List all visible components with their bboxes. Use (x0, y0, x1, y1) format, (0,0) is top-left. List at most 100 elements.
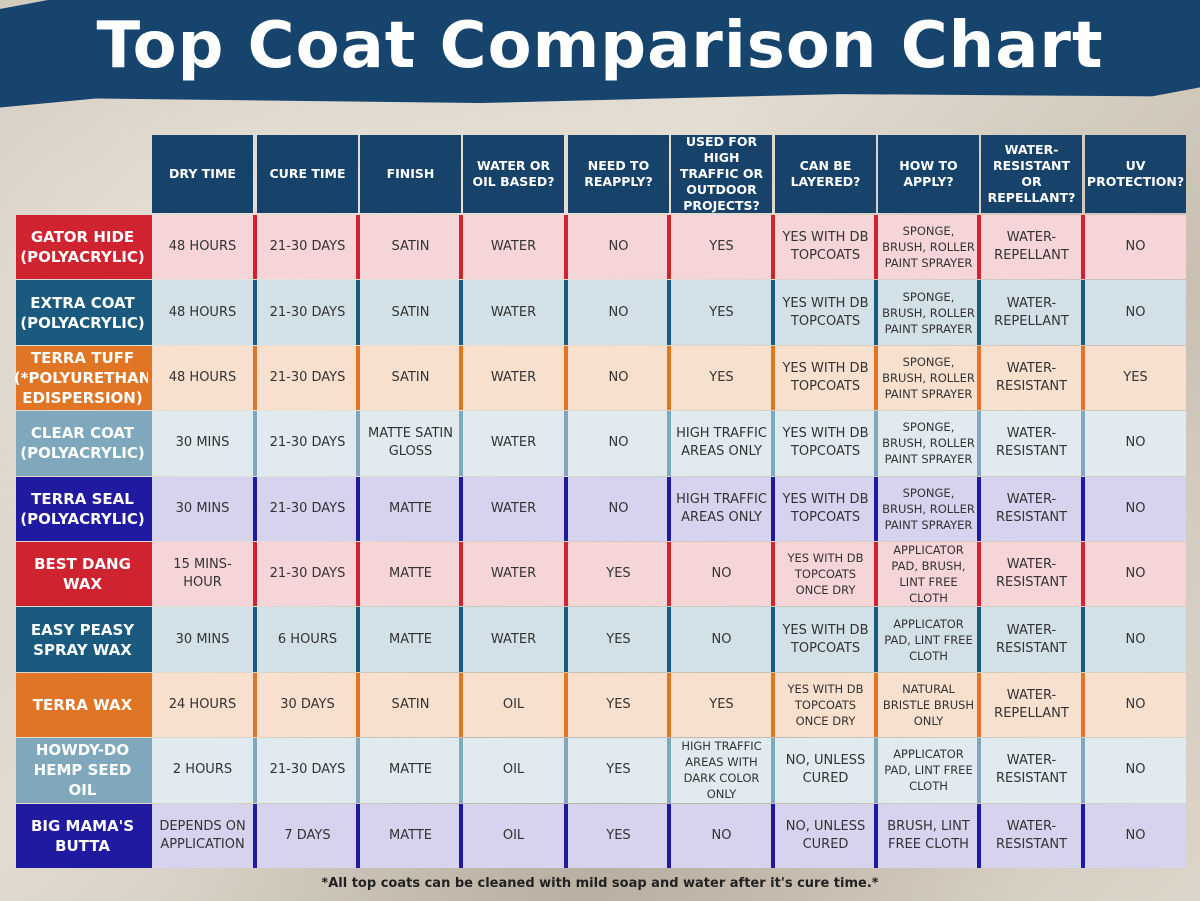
table-cell: YES (568, 607, 669, 672)
column-divider (874, 542, 878, 607)
table-cell: NO (568, 476, 669, 541)
table-cell: 21-30 DAYS (257, 411, 358, 476)
column-divider (977, 738, 981, 803)
column-divider (874, 280, 878, 345)
column-divider (977, 542, 981, 607)
column-header: CURE TIME (257, 135, 358, 213)
column-divider (977, 345, 981, 411)
table-cell: WATER (463, 411, 564, 476)
column-divider (459, 607, 463, 672)
column-divider (148, 738, 152, 803)
table-cell: YES (568, 542, 669, 607)
column-divider (771, 607, 775, 672)
table-cell: SATIN (360, 280, 461, 345)
table-cell: YES (568, 672, 669, 738)
table-cell: 30 MINS (152, 411, 253, 476)
column-divider (253, 215, 257, 280)
column-header: USED FOR HIGH TRAFFIC OR OUTDOOR PROJECT… (671, 134, 772, 213)
column-divider (148, 280, 152, 345)
table-cell: YES WITH DB TOPCOATS ONCE DRY (775, 672, 876, 738)
table-cell: WATER (463, 280, 564, 345)
column-divider (564, 803, 568, 868)
table-cell: WATER (463, 215, 564, 280)
column-divider (564, 476, 568, 541)
column-divider (667, 607, 671, 672)
table-cell: WATER (463, 476, 564, 541)
table-cell: HIGH TRAFFIC AREAS ONLY (671, 476, 772, 541)
table-cell: WATER-RESISTANT (981, 738, 1082, 803)
table-cell: 21-30 DAYS (257, 215, 358, 280)
column-divider (667, 280, 671, 345)
table-cell: 6 HOURS (257, 607, 358, 672)
table-cell: WATER-REPELLANT (981, 280, 1082, 345)
product-name: CLEAR COAT (POLYACRYLIC) (16, 411, 149, 476)
column-header: HOW TO APPLY? (878, 135, 979, 213)
column-divider (253, 280, 257, 345)
table-cell: SPONGE, BRUSH, ROLLER PAINT SPRAYER (878, 345, 979, 411)
table-cell: OIL (463, 672, 564, 738)
column-divider (1081, 738, 1085, 803)
table-cell: SPONGE, BRUSH, ROLLER PAINT SPRAYER (878, 476, 979, 541)
table-cell: SPONGE, BRUSH, ROLLER PAINT SPRAYER (878, 411, 979, 476)
product-name: BEST DANG WAX (16, 542, 149, 607)
column-divider (564, 738, 568, 803)
column-divider (771, 476, 775, 541)
column-divider (977, 411, 981, 476)
table-cell: 2 HOURS (152, 738, 253, 803)
table-cell: SPONGE, BRUSH, ROLLER PAINT SPRAYER (878, 280, 979, 345)
table-cell: 48 HOURS (152, 345, 253, 411)
table-cell: NO (1085, 542, 1186, 607)
column-divider (356, 476, 360, 541)
table-cell: WATER-RESISTANT (981, 411, 1082, 476)
table-cell: OIL (463, 738, 564, 803)
column-divider (253, 411, 257, 476)
table-cell: YES WITH DB TOPCOATS (775, 607, 876, 672)
table-cell: MATTE SATIN GLOSS (360, 411, 461, 476)
table-cell: WATER-RESISTANT (981, 803, 1082, 868)
column-divider (1081, 215, 1085, 280)
column-divider (771, 672, 775, 738)
table-cell: NO (671, 607, 772, 672)
column-divider (148, 411, 152, 476)
column-divider (459, 476, 463, 541)
column-divider (356, 542, 360, 607)
column-divider (459, 803, 463, 868)
table-cell: NO (568, 215, 669, 280)
column-divider (977, 607, 981, 672)
column-divider (356, 215, 360, 280)
column-divider (148, 345, 152, 411)
column-divider (148, 215, 152, 280)
table-cell: SATIN (360, 672, 461, 738)
column-divider (771, 803, 775, 868)
table-cell: WATER-REPELLANT (981, 672, 1082, 738)
table-cell: WATER (463, 345, 564, 411)
table-cell: YES WITH DB TOPCOATS (775, 476, 876, 541)
column-divider (459, 738, 463, 803)
column-divider (771, 345, 775, 411)
column-divider (148, 803, 152, 868)
table-cell: WATER-RESISTANT (981, 345, 1082, 411)
column-divider (977, 672, 981, 738)
column-divider (874, 411, 878, 476)
table-cell: 7 DAYS (257, 803, 358, 868)
table-cell: YES (568, 738, 669, 803)
table-cell: MATTE (360, 476, 461, 541)
column-divider (667, 215, 671, 280)
table-row: BEST DANG WAX 15 MINS- HOUR 21-30 DAYS MATT… (14, 542, 1186, 607)
table-cell: 21-30 DAYS (257, 542, 358, 607)
table-cell: NO, UNLESS CURED (775, 738, 876, 803)
column-divider (1081, 542, 1085, 607)
table-cell: YES (1085, 345, 1186, 411)
table-row: EASY PEASY SPRAY WAX 30 MINS 6 HOURS MATTE W… (14, 607, 1186, 672)
column-divider (253, 607, 257, 672)
table-row: HOWDY-DO HEMP SEED OIL 2 HOURS 21-30 DAYS M… (14, 738, 1186, 803)
comparison-table: DRY TIME CURE TIME FINISH WATER OR OIL BASE… (14, 134, 1186, 870)
table-cell: YES WITH DB TOPCOATS (775, 215, 876, 280)
column-divider (1081, 672, 1085, 738)
column-divider (667, 411, 671, 476)
table-cell: YES WITH DB TOPCOATS (775, 280, 876, 345)
footer-note: *All top coats can be cleaned with mild … (321, 876, 879, 891)
table-row: GATOR HIDE (POLYACRYLIC) 48 HOURS 21-30 DA… (14, 215, 1186, 280)
column-divider (356, 672, 360, 738)
column-divider (977, 280, 981, 345)
